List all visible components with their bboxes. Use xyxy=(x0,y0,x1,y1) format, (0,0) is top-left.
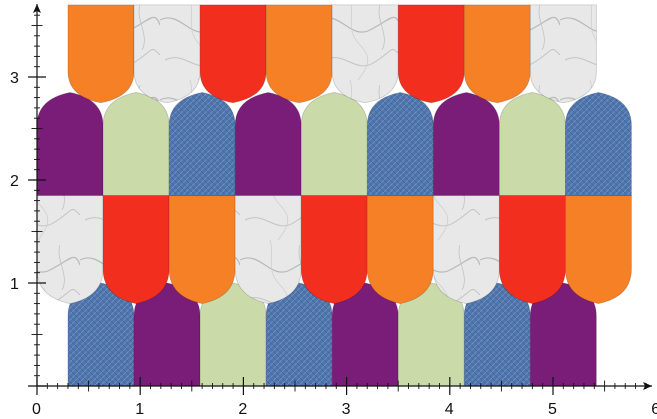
x-tick-label: 5 xyxy=(548,401,557,418)
tile-sage xyxy=(300,92,368,196)
tile-denim xyxy=(463,282,531,387)
y-tick-label: 2 xyxy=(10,173,19,190)
tile-denim xyxy=(564,92,632,196)
tile-denim xyxy=(366,92,434,196)
x-tick-label: 3 xyxy=(342,401,351,418)
tile-denim xyxy=(168,92,236,196)
x-tick-label: 4 xyxy=(445,401,454,418)
y-axis-arrow xyxy=(33,4,41,13)
tile-marble xyxy=(234,195,302,305)
tile-marble xyxy=(529,4,597,104)
tile-purple xyxy=(331,282,399,387)
x-tick-label: 6 xyxy=(651,401,657,418)
tile-red xyxy=(199,4,267,104)
x-tick-label: 0 xyxy=(32,401,41,418)
tile-marble xyxy=(133,4,201,104)
tile-sage xyxy=(199,282,267,387)
tile-purple xyxy=(133,282,201,387)
tile-purple xyxy=(36,92,104,196)
tile-marble xyxy=(36,195,104,305)
tile-denim xyxy=(265,282,333,387)
tile-layer xyxy=(36,4,632,387)
x-axis-arrow xyxy=(643,382,652,390)
tile-denim xyxy=(67,282,135,387)
tile-red xyxy=(498,195,566,305)
x-tick-label: 1 xyxy=(135,401,144,418)
axes-layer: 0 1 2 3 4 5 6 1 2 3 xyxy=(10,4,657,418)
tile-orange xyxy=(564,195,632,305)
y-tick-label: 1 xyxy=(10,276,19,293)
tile-sage xyxy=(397,282,465,387)
tile-marble xyxy=(331,4,399,104)
tile-orange xyxy=(463,4,531,104)
tile-orange xyxy=(168,195,236,305)
tile-sage xyxy=(102,92,170,196)
tile-orange xyxy=(67,4,135,104)
y-tick-label: 3 xyxy=(10,70,19,87)
x-tick-label: 2 xyxy=(238,401,247,418)
tile-purple xyxy=(529,282,597,387)
tile-red xyxy=(300,195,368,305)
tile-orange xyxy=(366,195,434,305)
tile-purple xyxy=(234,92,302,196)
tile-orange xyxy=(265,4,333,104)
tile-sage xyxy=(498,92,566,196)
tile-purple xyxy=(432,92,500,196)
tile-marble xyxy=(432,195,500,305)
tile-red xyxy=(102,195,170,305)
tile-red xyxy=(397,4,465,104)
